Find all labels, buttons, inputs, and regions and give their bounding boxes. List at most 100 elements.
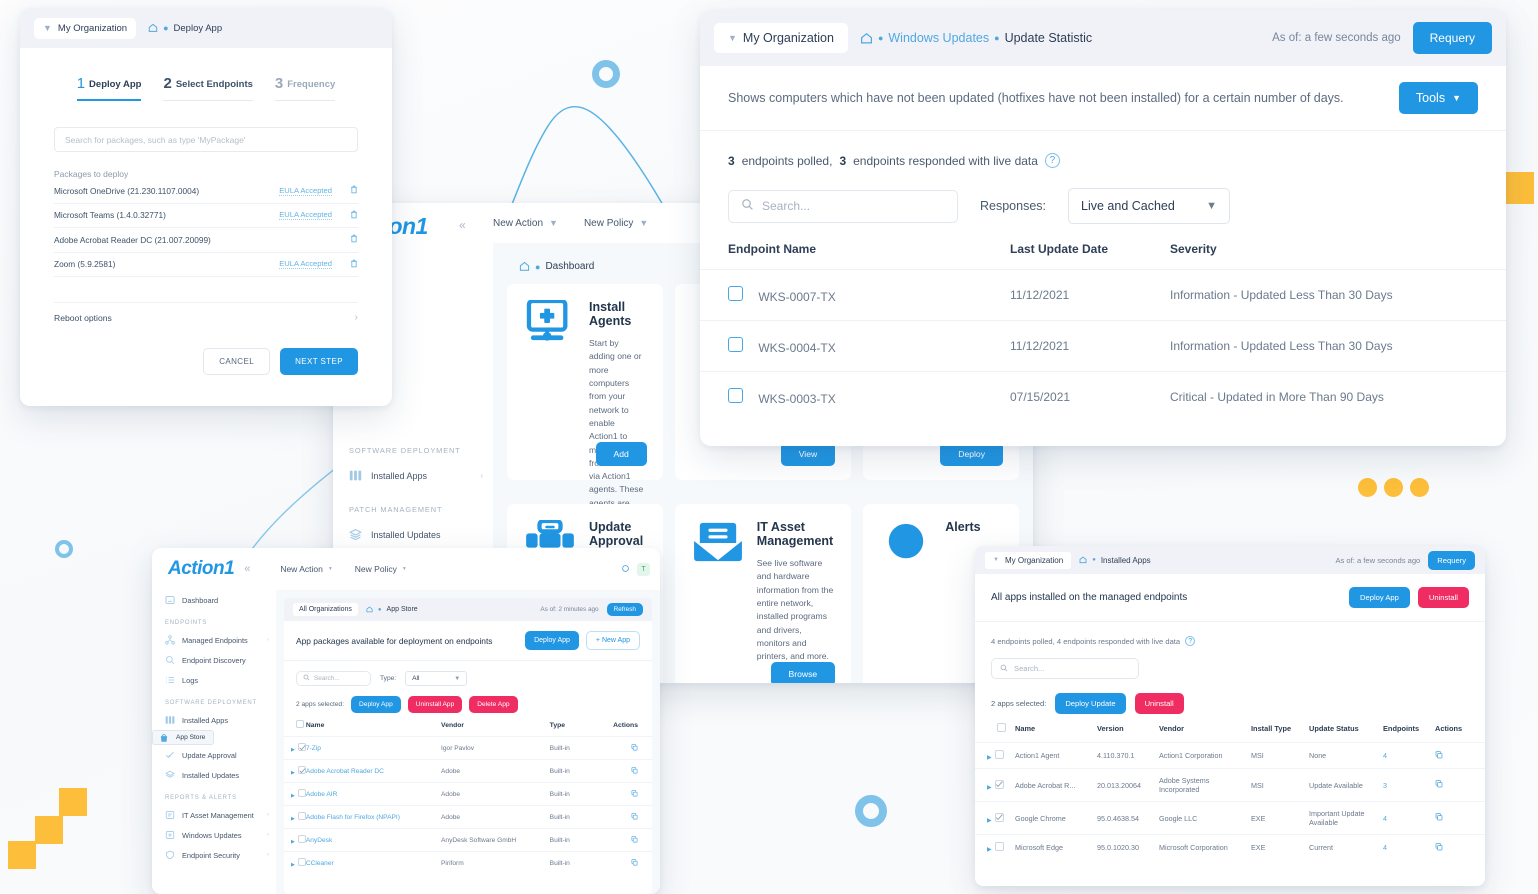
avatar[interactable]: T [637,562,650,576]
expand-row-icon[interactable]: ▶ [987,847,992,853]
step-deploy-app[interactable]: 1 Deploy App [76,74,142,101]
package-search-input[interactable]: Search for packages, such as type 'MyPac… [54,127,358,152]
app-endpoints-count[interactable]: 4 [1383,742,1435,769]
table-row[interactable]: ▶ 7-Zip Igor Pavlov Built-in [284,736,652,760]
nav-new-policy[interactable]: New Policy ▼ [583,217,649,229]
org-selector[interactable]: ▼ My Organization [714,23,848,53]
tools-button[interactable]: Tools ▼ [1398,82,1478,114]
table-row[interactable]: ▶ Action1 Agent 4.110.370.1 Action1 Corp… [975,742,1485,769]
collapse-sidebar-icon[interactable]: « [244,563,251,575]
row-checkbox[interactable] [297,835,306,843]
expand-row-icon[interactable]: ▶ [987,784,992,791]
eula-status[interactable]: EULA Accepted [279,259,332,270]
requery-button[interactable]: Requery [1412,22,1492,54]
nav-new-action[interactable]: New Action ▼ [280,564,333,574]
expand-row-icon[interactable]: ▶ [291,839,295,845]
copy-icon[interactable] [631,858,638,868]
uninstall-button[interactable]: Uninstall [1417,587,1469,608]
row-checkbox[interactable] [297,789,306,797]
deploy-app-button[interactable]: Deploy App [1349,587,1410,608]
sidebar-item-logs[interactable]: Logs [152,670,276,690]
row-checkbox[interactable] [994,812,1004,822]
nav-new-action[interactable]: New Action ▼ [493,217,558,229]
table-row[interactable]: ▶ Google Chrome 95.0.4638.54 Google LLC … [975,801,1485,835]
search-input[interactable]: Search... [991,658,1139,679]
row-checkbox[interactable] [728,286,743,301]
copy-icon[interactable] [631,766,638,776]
help-icon[interactable]: ? [1044,153,1060,168]
home-icon[interactable] [148,23,158,33]
delete-icon[interactable] [332,259,358,270]
deploy-button[interactable]: Deploy [940,442,1003,466]
table-row[interactable]: ▶ Adobe AIR Adobe Built-in [284,782,652,806]
row-checkbox[interactable] [994,779,1004,789]
copy-icon[interactable] [631,789,638,799]
collapse-sidebar-icon[interactable]: « [459,218,466,232]
sidebar-item-installed-updates[interactable]: Installed Updates [152,765,276,785]
copy-icon[interactable] [631,743,638,753]
app-name[interactable]: Adobe Acrobat Reader DC [305,759,442,783]
copy-icon[interactable] [631,812,638,822]
app-endpoints-count[interactable]: 4 [1383,834,1435,860]
copy-icon[interactable] [1435,842,1443,853]
copy-icon[interactable] [1435,813,1443,823]
app-name[interactable]: AnyDesk [305,828,442,852]
step-frequency[interactable]: 3 Frequency [274,74,336,101]
row-checkbox[interactable] [728,388,743,403]
home-icon[interactable] [519,261,530,272]
expand-row-icon[interactable]: ▶ [291,816,295,822]
select-all-checkbox[interactable] [997,723,1006,732]
bulk-deploy-app-button[interactable]: Deploy App [351,696,401,713]
deploy-update-button[interactable]: Deploy Update [1055,693,1126,714]
sidebar-item-it-asset-management[interactable]: IT Asset Management › [152,805,276,825]
app-endpoints-count[interactable]: 4 [1383,801,1435,835]
responses-select[interactable]: Live and Cached ▼ [1068,188,1231,224]
delete-icon[interactable] [332,234,358,245]
row-checkbox[interactable] [297,766,306,774]
row-checkbox[interactable] [297,743,306,751]
row-checkbox[interactable] [994,842,1004,851]
expand-row-icon[interactable]: ▶ [291,770,295,776]
reboot-options-row[interactable]: Reboot options › [54,302,358,332]
expand-row-icon[interactable]: ▶ [291,747,295,753]
app-endpoints-count[interactable]: 3 [1383,768,1435,802]
table-row[interactable]: ▶ Adobe Acrobat R... 20.013.20064 Adobe … [975,768,1485,802]
table-row[interactable]: ▶ CCleaner Piriform Built-in [284,851,652,874]
sidebar-item-windows-updates[interactable]: Windows Updates › [152,825,276,845]
app-name[interactable]: Adobe AIR [305,782,442,806]
bulk-uninstall-app-button[interactable]: Uninstall App [407,696,463,713]
app-name[interactable]: CCleaner [305,851,442,874]
sidebar-item-endpoint-discovery[interactable]: Endpoint Discovery [152,650,276,670]
table-row[interactable]: ▶ Adobe Flash for Firefox (NPAPI) Adobe … [284,805,652,829]
requery-button[interactable]: Requery [1428,550,1475,570]
notifications-icon[interactable] [621,560,630,578]
row-checkbox[interactable] [297,858,306,866]
delete-icon[interactable] [332,185,358,196]
row-checkbox[interactable] [297,812,306,820]
sidebar-item-dashboard[interactable]: Dashboard [152,590,276,610]
copy-icon[interactable] [1435,780,1443,790]
eula-status[interactable]: EULA Accepted [279,185,332,196]
table-row[interactable]: WKS-0003-TX 07/15/2021 Critical - Update… [700,371,1506,422]
home-icon[interactable] [366,606,373,613]
app-name[interactable]: Adobe Flash for Firefox (NPAPI) [305,805,442,829]
expand-row-icon[interactable]: ▶ [291,862,295,868]
home-icon[interactable] [860,32,873,45]
browse-button[interactable]: Browse [770,662,836,683]
app-name[interactable]: 7-Zip [305,736,442,760]
table-row[interactable]: ▶ AnyDesk AnyDesk Software GmbH Built-in [284,828,652,852]
org-selector[interactable]: ▼ My Organization [985,551,1072,569]
row-checkbox[interactable] [994,750,1004,759]
org-selector[interactable]: ▼ My Organization [34,17,137,39]
nav-new-policy[interactable]: New Policy ▼ [354,564,407,574]
deploy-app-button[interactable]: Deploy App [525,631,579,650]
type-select[interactable]: All ▼ [405,671,468,686]
sidebar-item-installed-apps[interactable]: Installed Apps [152,710,276,730]
row-checkbox[interactable] [728,337,743,352]
sidebar-item-app-store[interactable]: App Store [152,730,214,745]
sidebar-item-installed-apps[interactable]: Installed Apps › [333,462,493,489]
view-button[interactable]: View [780,442,836,466]
table-row[interactable]: ▶ Adobe Acrobat Reader DC Adobe Built-in [284,759,652,783]
copy-icon[interactable] [631,835,638,845]
sidebar-item-update-approval[interactable]: Update Approval [152,745,276,765]
